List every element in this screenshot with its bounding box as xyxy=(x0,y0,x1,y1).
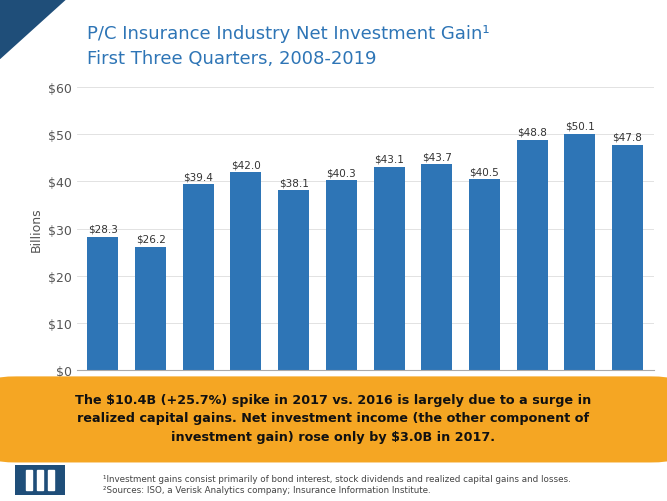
Text: $43.1: $43.1 xyxy=(374,155,404,164)
Bar xyxy=(278,191,309,371)
Bar xyxy=(87,237,119,371)
Text: $40.3: $40.3 xyxy=(326,168,356,178)
Bar xyxy=(374,167,404,371)
Text: $42.0: $42.0 xyxy=(231,160,261,170)
FancyBboxPatch shape xyxy=(0,377,667,462)
Bar xyxy=(37,470,43,489)
Text: $38.1: $38.1 xyxy=(279,178,309,188)
Text: $26.2: $26.2 xyxy=(135,234,165,244)
Text: $47.8: $47.8 xyxy=(612,132,642,142)
Bar xyxy=(421,164,452,371)
Text: $40.5: $40.5 xyxy=(470,167,500,177)
Bar xyxy=(469,180,500,371)
Bar xyxy=(612,145,643,371)
Text: P/C Insurance Industry Net Investment Gain¹: P/C Insurance Industry Net Investment Ga… xyxy=(87,25,490,43)
Text: $39.4: $39.4 xyxy=(183,172,213,182)
Polygon shape xyxy=(0,0,67,60)
Text: $43.7: $43.7 xyxy=(422,152,452,162)
FancyBboxPatch shape xyxy=(15,465,65,495)
Text: $28.3: $28.3 xyxy=(88,224,118,234)
Bar xyxy=(135,247,166,371)
Bar xyxy=(231,172,261,371)
Text: First Three Quarters, 2008-2019: First Three Quarters, 2008-2019 xyxy=(87,50,376,68)
Bar xyxy=(48,470,54,489)
Bar xyxy=(25,470,32,489)
Bar xyxy=(183,185,214,371)
Bar xyxy=(564,134,595,371)
Text: $50.1: $50.1 xyxy=(565,122,594,132)
Text: ²Sources: ISO, a Verisk Analytics company; Insurance Information Institute.: ²Sources: ISO, a Verisk Analytics compan… xyxy=(103,485,431,494)
Text: $48.8: $48.8 xyxy=(517,128,547,138)
Bar xyxy=(326,181,357,371)
Y-axis label: Billions: Billions xyxy=(29,207,42,252)
Text: ¹Investment gains consist primarily of bond interest, stock dividends and realiz: ¹Investment gains consist primarily of b… xyxy=(103,474,571,483)
Bar xyxy=(516,140,548,371)
Text: The $10.4B (+25.7%) spike in 2017 vs. 2016 is largely due to a surge in
realized: The $10.4B (+25.7%) spike in 2017 vs. 20… xyxy=(75,393,592,443)
